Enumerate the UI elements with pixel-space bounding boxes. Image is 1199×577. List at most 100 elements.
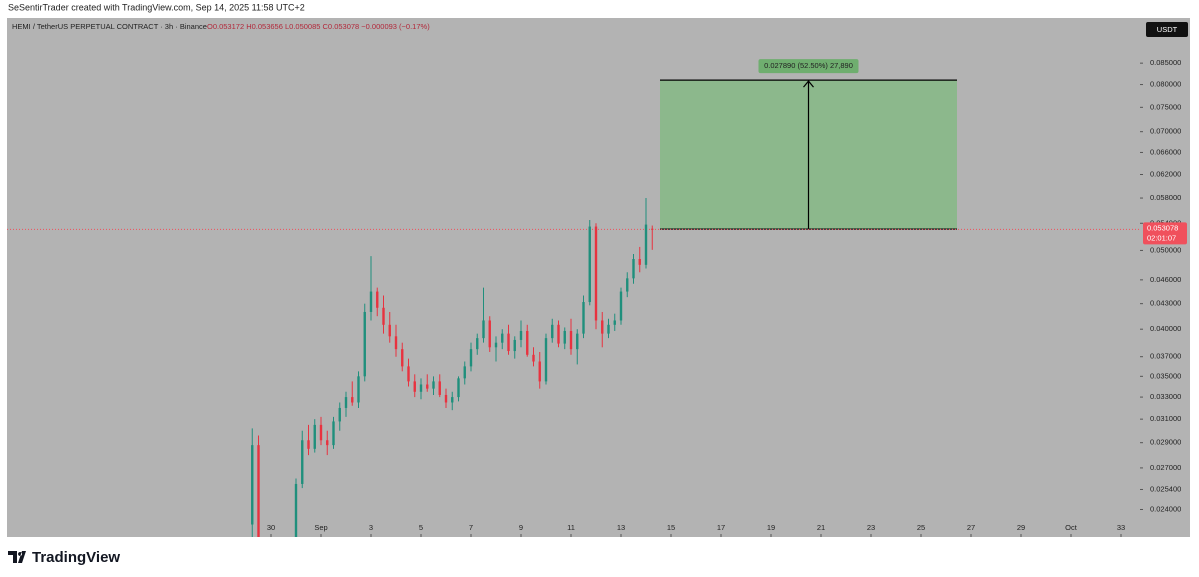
y-tick-label: 0.070000 (1150, 127, 1181, 136)
candle-body (426, 384, 429, 389)
candle-body (632, 259, 635, 279)
x-tick-label: 13 (617, 523, 625, 532)
candle-body (394, 336, 398, 350)
y-tick-label: 0.050000 (1150, 245, 1181, 254)
y-tick-label: 0.029000 (1150, 438, 1181, 447)
x-tick-label: 27 (967, 523, 975, 532)
candle-body (319, 424, 323, 441)
candle-body (326, 440, 329, 446)
countdown-label: 02:01:07 (1147, 233, 1176, 242)
candle-body (388, 324, 391, 337)
candle-body (569, 330, 573, 350)
candle-body (419, 384, 423, 392)
candle-body (363, 311, 366, 377)
ohlc-legend: O0.053172 H0.053656 L0.050085 C0.053078 … (207, 22, 430, 31)
candle-body (376, 291, 379, 308)
candle-body (476, 338, 479, 350)
candle-body (438, 381, 441, 395)
candle-body (463, 366, 466, 379)
candle-body (576, 333, 579, 350)
y-tick-label: 0.031000 (1150, 414, 1181, 423)
candle-body (644, 224, 648, 265)
candle-body (469, 349, 473, 367)
candle-body (513, 339, 516, 352)
candle-body (626, 278, 629, 292)
x-tick-label: 19 (767, 523, 775, 532)
candle-body (444, 394, 448, 403)
x-tick-label: 17 (717, 523, 725, 532)
brand: TradingView (32, 549, 120, 566)
candle-body (557, 324, 560, 344)
candle-body (563, 330, 566, 344)
symbol-title: HEMI / TetherUS PERPETUAL CONTRACT · 3h … (12, 22, 207, 31)
y-tick-label: 0.043000 (1150, 299, 1181, 308)
candle-body (294, 483, 298, 537)
candle-body (501, 333, 504, 343)
candle-body (613, 320, 616, 325)
candle-body (619, 291, 623, 321)
candle-body (551, 324, 554, 339)
x-tick-label: 23 (867, 523, 875, 532)
x-tick-label: 15 (667, 523, 675, 532)
candle-body (332, 421, 335, 446)
candle-body (638, 259, 641, 265)
y-tick-label: 0.080000 (1150, 80, 1181, 89)
candle-body (451, 397, 454, 403)
arrow-head (803, 80, 814, 88)
candle-body (313, 424, 316, 449)
candle-body (251, 445, 254, 525)
x-tick-label: 9 (519, 523, 523, 532)
candle-body (488, 320, 491, 348)
x-tick-label: 5 (419, 523, 423, 532)
candle-body (601, 320, 604, 334)
candle-body (538, 361, 541, 382)
y-tick-label: 0.062000 (1150, 169, 1181, 178)
logo-mark (8, 551, 26, 563)
y-tick-label: 0.058000 (1150, 193, 1181, 202)
candle-body (494, 342, 498, 348)
candle-body (351, 397, 354, 403)
candle-body (588, 226, 591, 303)
measure-label: 0.027890 (52.50%) 27,890 (764, 61, 853, 70)
candle-body (382, 307, 385, 325)
y-tick-label: 0.025400 (1150, 484, 1181, 493)
candle-body (582, 302, 585, 334)
y-tick-label: 0.037000 (1150, 352, 1181, 361)
x-tick-label: 29 (1017, 523, 1025, 532)
candle-body (607, 324, 610, 334)
y-tick-label: 0.027000 (1150, 463, 1181, 472)
y-tick-label: 0.046000 (1150, 275, 1181, 284)
candle-body (407, 366, 410, 382)
candle-body (413, 381, 416, 392)
last-price-tag (1143, 222, 1187, 245)
candle-body (257, 445, 260, 537)
x-tick-label: 30 (267, 523, 275, 532)
x-tick-label: 11 (567, 523, 575, 532)
candle-body (594, 226, 598, 321)
y-tick-label: 0.024000 (1150, 504, 1181, 513)
candle-body (301, 440, 304, 484)
candle-body (532, 354, 535, 362)
candle-body (519, 330, 523, 340)
x-tick-label: 25 (917, 523, 925, 532)
y-tick-label: 0.035000 (1150, 371, 1181, 380)
candle-body (369, 291, 373, 312)
candle-body (526, 330, 529, 355)
x-tick-label: 33 (1117, 523, 1125, 532)
candle-body (482, 320, 485, 339)
candle-body (457, 378, 460, 398)
x-tick-label: 21 (817, 523, 825, 532)
currency-button[interactable] (1146, 22, 1188, 37)
measure-label-box (758, 59, 859, 74)
credit: SeSentirTrader created with TradingView.… (8, 2, 305, 12)
last-price-label: 0.053078 (1147, 223, 1178, 232)
chart-background (7, 18, 1190, 537)
candle-body (338, 407, 341, 422)
candle-body (307, 440, 310, 449)
x-tick-label: Sep (314, 523, 327, 532)
x-tick-label: 7 (469, 523, 473, 532)
candle-body (344, 397, 348, 408)
x-tick-label: Oct (1065, 523, 1078, 532)
y-tick-label: 0.066000 (1150, 147, 1181, 156)
